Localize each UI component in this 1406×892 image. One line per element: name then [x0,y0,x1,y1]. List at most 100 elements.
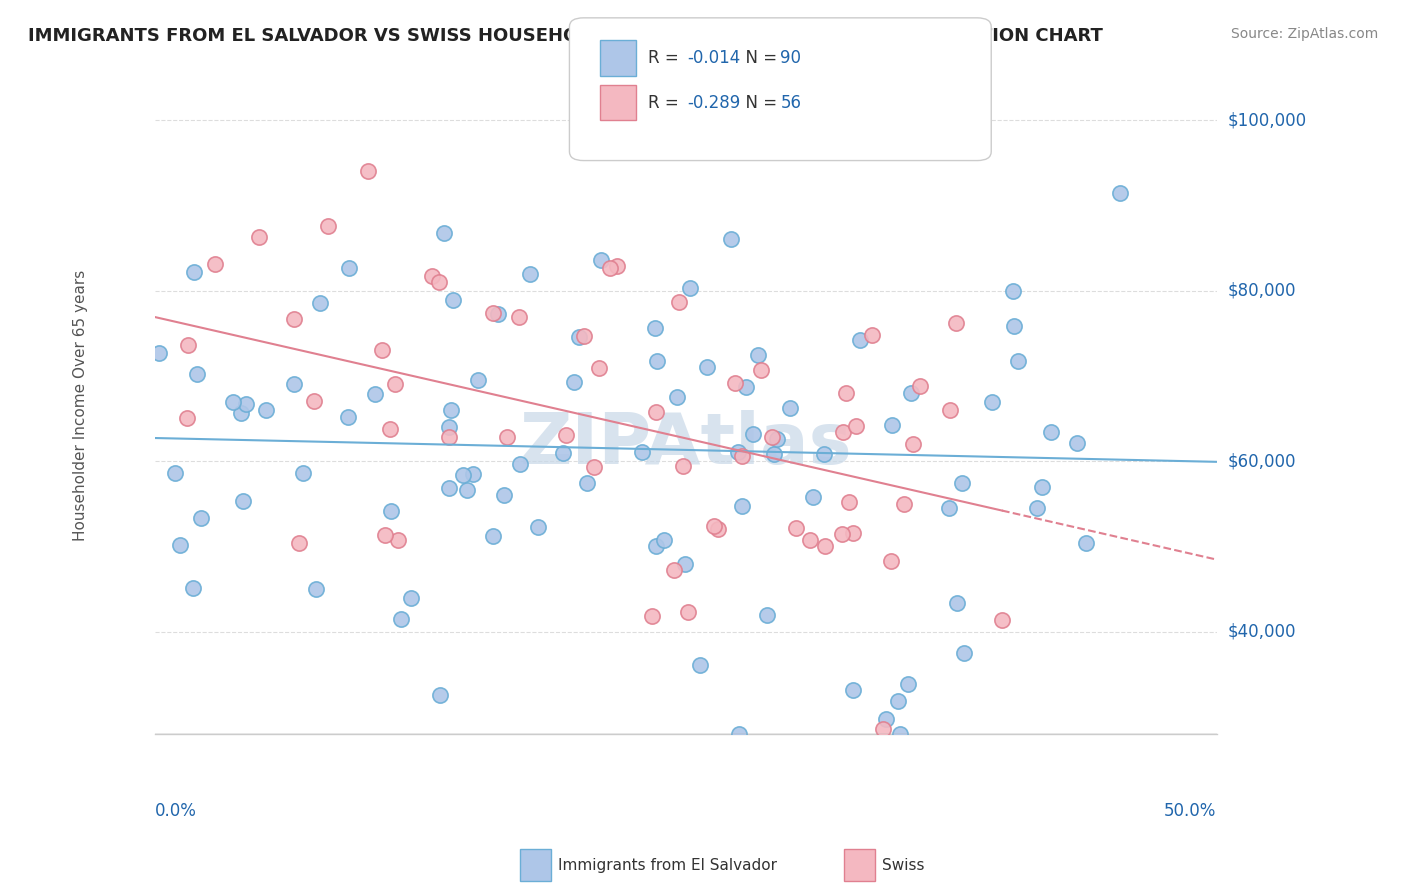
Point [371,343,394,357]
Point [555,428,578,442]
Text: R =: R = [648,49,685,67]
Text: N =: N = [735,49,783,67]
Point [288,535,311,549]
Point [337,409,360,424]
Point [1108,186,1130,200]
Point [1066,436,1088,450]
Point [399,591,422,605]
Point [728,727,751,741]
Text: IMMIGRANTS FROM EL SALVADOR VS SWISS HOUSEHOLDER INCOME OVER 65 YEARS CORRELATIO: IMMIGRANTS FROM EL SALVADOR VS SWISS HOU… [28,27,1102,45]
Point [467,373,489,387]
Point [953,647,976,661]
Point [742,427,765,442]
Point [872,722,894,736]
Point [481,306,503,320]
Point [673,557,696,571]
Point [813,447,835,461]
Point [842,525,865,540]
Text: 56: 56 [780,94,801,112]
Point [589,253,612,268]
Point [860,328,883,343]
Point [235,397,257,411]
Point [496,430,519,444]
Point [231,406,253,420]
Point [575,476,598,491]
Point [842,683,865,698]
Point [689,657,711,672]
Point [1076,536,1098,550]
Point [363,387,385,401]
Point [169,539,191,553]
Text: Immigrants from El Salvador: Immigrants from El Salvador [558,858,778,872]
Point [568,330,591,344]
Text: 50.0%: 50.0% [1164,802,1216,821]
Point [765,432,787,446]
Point [599,261,621,276]
Point [672,459,695,474]
Text: Swiss: Swiss [882,858,924,872]
Point [183,265,205,279]
Text: -0.289: -0.289 [688,94,741,112]
Point [440,403,463,417]
Point [232,493,254,508]
Point [165,466,187,480]
Point [838,495,860,509]
Point [831,527,853,541]
Point [762,447,785,461]
Point [931,132,953,146]
Point [389,612,412,626]
Point [588,360,610,375]
Point [889,727,911,741]
Point [456,483,478,497]
Point [943,124,966,138]
Point [644,405,666,419]
Point [880,554,903,568]
Point [720,232,742,246]
Point [897,677,920,691]
Point [731,449,754,463]
Point [441,293,464,307]
Point [678,606,700,620]
Point [437,420,460,434]
Point [664,563,686,577]
Point [645,354,668,368]
Point [980,395,1002,409]
Point [451,468,474,483]
Point [631,444,654,458]
Point [305,582,328,596]
Point [283,377,305,392]
Point [429,688,451,702]
Point [654,533,676,548]
Text: $100,000: $100,000 [1227,112,1306,129]
Point [183,581,205,595]
Point [991,613,1014,627]
Point [645,539,668,553]
Point [707,522,730,536]
Text: R =: R = [648,94,685,112]
Point [283,311,305,326]
Point [572,329,595,343]
Point [903,437,925,451]
Point [1040,425,1063,439]
Point [337,260,360,275]
Point [747,348,769,362]
Point [190,510,212,524]
Point [703,519,725,533]
Point [893,497,915,511]
Point [727,445,749,459]
Point [835,386,858,401]
Point [761,430,783,444]
Point [938,501,960,516]
Point [1031,480,1053,494]
Point [427,275,450,289]
Point [908,379,931,393]
Text: -0.014: -0.014 [688,49,741,67]
Text: $60,000: $60,000 [1227,452,1296,470]
Point [509,457,531,471]
Point [880,417,903,432]
Point [1001,284,1024,298]
Point [254,402,277,417]
Point [755,607,778,622]
Point [785,521,807,535]
Point [749,363,772,377]
